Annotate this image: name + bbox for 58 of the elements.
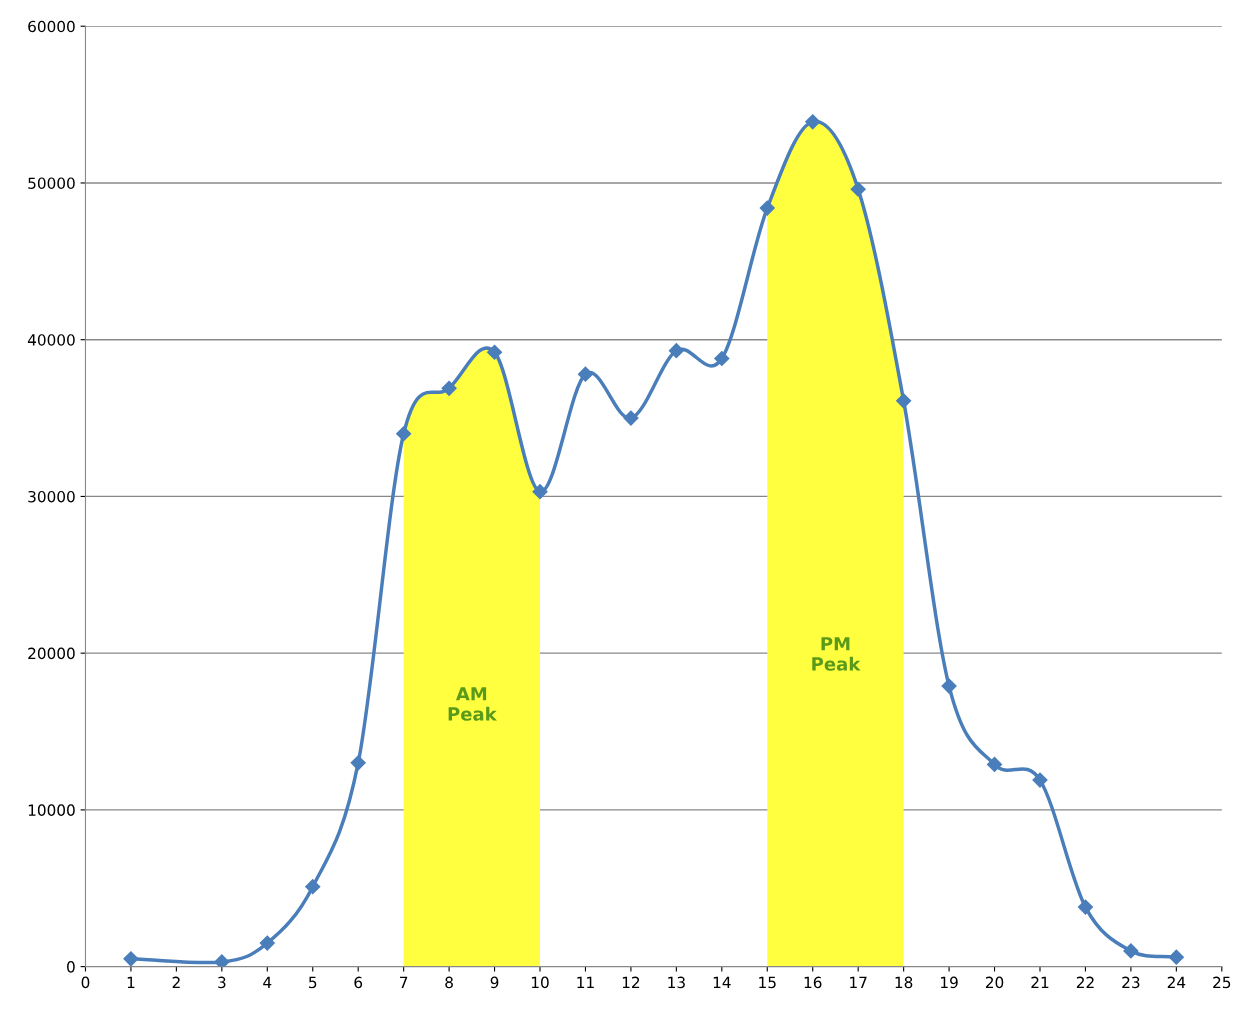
x-tick-label: 19 [941, 976, 958, 989]
point [941, 678, 957, 694]
x-tick-label: 0 [81, 976, 90, 989]
point [123, 951, 139, 967]
x-tick-label: 6 [354, 976, 363, 989]
y-tick-label: 50000 [28, 177, 75, 189]
x-tick-label: 15 [759, 976, 776, 989]
point [259, 935, 275, 951]
point [805, 114, 821, 130]
x-tick-label: 4 [263, 976, 272, 988]
y-tick-label: 60000 [28, 20, 75, 33]
point [896, 393, 912, 409]
x-tick-label: 12 [622, 976, 640, 988]
x-tick-label: 9 [490, 976, 499, 989]
y-tick-label: 0 [67, 961, 75, 973]
point [350, 755, 366, 771]
x-tick-label: 5 [309, 976, 317, 989]
point [486, 344, 503, 360]
x-tick-label: 10 [531, 976, 549, 989]
x-tick-label: 21 [1031, 976, 1049, 988]
point [986, 756, 1003, 773]
point [668, 343, 684, 359]
x-tick-label: 24 [1167, 976, 1186, 988]
x-tick-label: 17 [850, 976, 867, 988]
x-tick-label: 3 [218, 976, 226, 989]
point [850, 181, 866, 197]
point [714, 350, 730, 367]
point [1168, 949, 1184, 965]
point [623, 410, 639, 426]
point [214, 954, 230, 967]
point [396, 426, 412, 442]
point [759, 200, 775, 216]
point [1077, 899, 1094, 915]
x-tick-label: 14 [713, 976, 731, 988]
x-tick-label: 1 [127, 976, 135, 988]
y-tick-label: 10000 [28, 804, 75, 816]
point [1032, 772, 1048, 788]
point [305, 879, 321, 895]
x-tick-label: 7 [400, 976, 408, 988]
x-tick-label: 25 [1213, 976, 1231, 989]
y-tick-label: 30000 [28, 490, 75, 503]
x-tick-label: 8 [445, 976, 453, 989]
x-tick-label: 18 [895, 976, 913, 989]
y-tick-label: 20000 [28, 647, 75, 660]
point [1123, 943, 1139, 959]
x-tick-label: 13 [668, 976, 685, 989]
band-label: PM Peak [812, 637, 861, 671]
x-tick-label: 16 [804, 976, 822, 989]
x-tick-label: 20 [985, 976, 1004, 989]
x-tick-label: 23 [1122, 976, 1140, 989]
y-tick-label: 40000 [27, 334, 75, 346]
point [441, 380, 457, 396]
band-label: AM Peak [448, 687, 498, 721]
x-tick-label: 11 [577, 976, 594, 988]
x-tick-label: 22 [1076, 976, 1094, 988]
x-tick-label: 2 [172, 976, 180, 988]
point [532, 484, 548, 500]
point [577, 366, 594, 382]
